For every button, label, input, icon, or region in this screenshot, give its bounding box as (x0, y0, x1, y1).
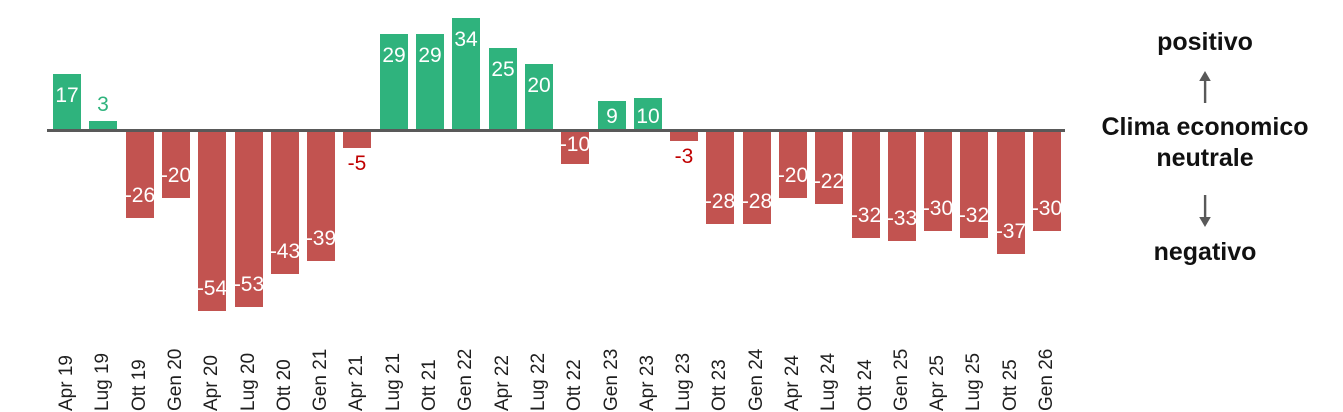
bar-ott-23 (706, 131, 734, 224)
bar-apr-23 (634, 98, 662, 131)
bar-value-label: 34 (454, 28, 478, 51)
annotation-title-line1: Clima economico (1101, 113, 1309, 141)
x-tick-label: Apr 19 (56, 355, 77, 411)
bar-apr-25 (924, 131, 952, 231)
bar-gen-25 (888, 131, 916, 241)
bar-lug-25 (960, 131, 988, 238)
bar-apr-22 (489, 48, 517, 131)
bar-value-label: 10 (636, 105, 660, 128)
bar-value-label: 20 (527, 74, 551, 97)
bar-value-label: 3 (97, 93, 109, 116)
bar-gen-26 (1033, 131, 1061, 231)
bar-value-label: -32 (958, 204, 990, 227)
bar-lug-24 (815, 131, 843, 204)
x-tick-label: Lug 20 (238, 352, 259, 411)
bar-value-label: -28 (741, 190, 773, 213)
bar-gen-20 (162, 131, 190, 198)
bar-apr-21 (343, 131, 371, 148)
bar-value-label: -33 (886, 207, 918, 230)
x-tick-label: Lug 22 (528, 352, 549, 411)
bar-ott-21 (416, 34, 444, 131)
x-tick-label: Gen 26 (1036, 348, 1057, 411)
x-tick-label: Gen 24 (746, 348, 767, 411)
bar-value-label: -43 (269, 240, 301, 263)
x-tick-label: Lug 21 (383, 352, 404, 411)
bar-ott-22 (561, 131, 589, 164)
x-tick-label: Apr 20 (201, 355, 222, 411)
x-tick-label: Gen 21 (310, 348, 331, 411)
bar-apr-20 (198, 131, 226, 311)
bar-ott-19 (126, 131, 154, 218)
bar-value-label: 29 (382, 44, 406, 67)
bar-value-label: 25 (491, 58, 515, 81)
bar-apr-24 (779, 131, 807, 198)
bar-lug-22 (525, 64, 553, 131)
annotation-positivo: positivo (1157, 28, 1253, 56)
x-tick-label: Apr 24 (782, 355, 803, 411)
bar-value-label: -53 (233, 273, 265, 296)
bar-value-label: -22 (813, 170, 845, 193)
arrow-up-icon (1085, 70, 1325, 109)
x-tick-label: Apr 25 (927, 355, 948, 411)
bar-ott-24 (852, 131, 880, 238)
x-tick-label: Ott 19 (129, 359, 150, 411)
x-tick-label: Ott 22 (564, 359, 585, 411)
x-tick-label: Gen 22 (455, 348, 476, 411)
bar-ott-25 (997, 131, 1025, 254)
bar-lug-20 (235, 131, 263, 307)
bar-value-label: 17 (55, 84, 79, 107)
x-tick-label: Apr 21 (346, 355, 367, 411)
x-tick-label: Ott 24 (855, 359, 876, 411)
bar-value-label: -30 (922, 197, 954, 220)
bar-lug-23 (670, 131, 698, 141)
x-tick-label: Lug 25 (963, 352, 984, 411)
bar-gen-21 (307, 131, 335, 261)
x-tick-label: Apr 22 (492, 355, 513, 411)
x-tick-label: Gen 25 (891, 348, 912, 411)
axis-annotation: positivo Clima economico neutrale negati… (1085, 0, 1325, 300)
arrow-down-icon (1085, 194, 1325, 233)
x-tick-label: Lug 19 (92, 352, 113, 411)
bar-value-label: -3 (674, 145, 694, 168)
bar-ott-20 (271, 131, 299, 274)
x-tick-label: Ott 25 (1000, 359, 1021, 411)
bar-apr-19 (53, 74, 81, 131)
bar-value-label: -30 (1031, 197, 1063, 220)
bar-value-label: -54 (196, 277, 228, 300)
bar-lug-19 (89, 121, 117, 131)
bar-value-label: -5 (347, 152, 367, 175)
bar-value-label: -26 (124, 184, 156, 207)
annotation-title-line2: neutrale (1156, 144, 1254, 172)
x-tick-label: Apr 23 (637, 355, 658, 411)
x-tick-label: Lug 24 (818, 352, 839, 411)
x-tick-label: Ott 23 (709, 359, 730, 411)
bar-gen-24 (743, 131, 771, 224)
bar-value-label: -28 (704, 190, 736, 213)
bar-value-label: 29 (418, 44, 442, 67)
x-tick-label: Gen 23 (601, 348, 622, 411)
bar-value-label: -39 (305, 227, 337, 250)
x-tick-label: Gen 20 (165, 348, 186, 411)
x-axis-line (47, 129, 1065, 132)
x-tick-label: Ott 20 (274, 359, 295, 411)
bar-value-label: -20 (777, 164, 809, 187)
bar-value-label: -32 (850, 204, 882, 227)
bar-lug-21 (380, 34, 408, 131)
bar-value-label: -37 (995, 220, 1027, 243)
annotation-negativo: negativo (1153, 238, 1257, 266)
plot-area: 17 Apr 19 3 Lug 19 -26 Ott 19 -20 Gen 20 -54 Apr … (47, 18, 1065, 411)
bar-value-label: -10 (559, 133, 591, 156)
bar-value-label: 9 (606, 105, 618, 128)
x-tick-label: Lug 23 (673, 352, 694, 411)
bar-gen-22 (452, 18, 480, 131)
bar-value-label: -20 (160, 164, 192, 187)
bar-gen-23 (598, 101, 626, 131)
x-tick-label: Ott 21 (419, 359, 440, 411)
